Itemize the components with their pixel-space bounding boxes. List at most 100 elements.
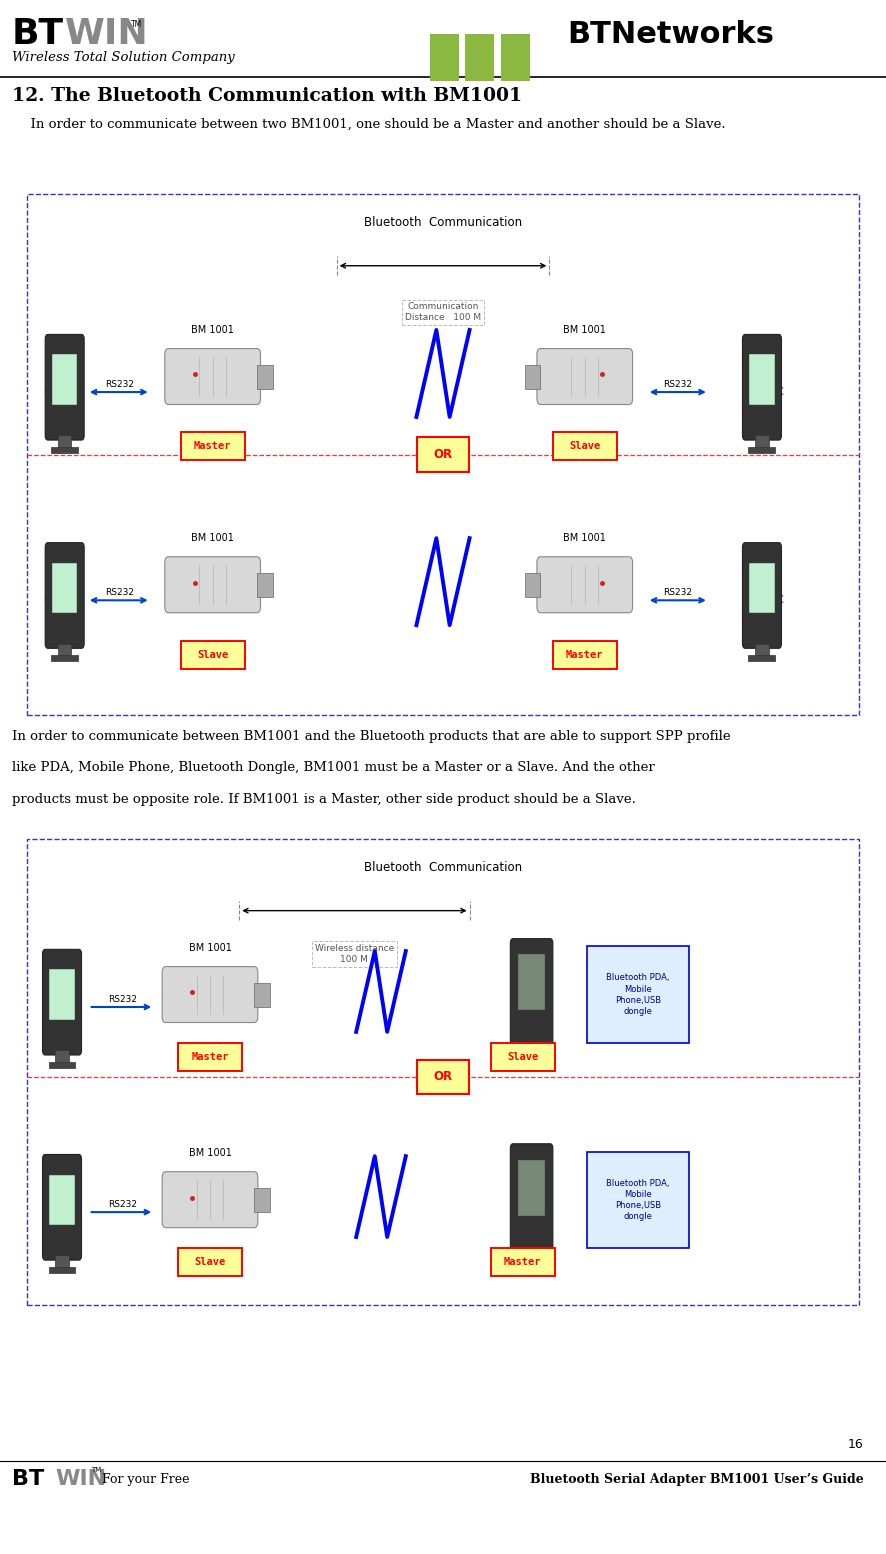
Text: PC: PC [771, 387, 783, 398]
Text: Slave: Slave [194, 1257, 226, 1267]
Bar [518, 954, 545, 1010]
Bar [430, 34, 459, 81]
Text: Bluetooth PDA,
Mobile
Phone,USB
dongle: Bluetooth PDA, Mobile Phone,USB dongle [606, 1178, 670, 1221]
Text: In order to communicate between BM1001 and the Bluetooth products that are able : In order to communicate between BM1001 a… [12, 730, 730, 743]
FancyBboxPatch shape [587, 1152, 689, 1248]
FancyBboxPatch shape [27, 839, 859, 1305]
Text: For your Free: For your Free [102, 1473, 190, 1486]
Bar [257, 365, 273, 388]
Text: Slave: Slave [197, 650, 229, 660]
Text: Master: Master [504, 1257, 541, 1267]
Bar [518, 1159, 545, 1215]
Text: Wireless Total Solution Company: Wireless Total Solution Company [12, 51, 234, 64]
Text: Bluetooth  Communication: Bluetooth Communication [364, 861, 522, 873]
Bar [501, 34, 530, 81]
Text: 16: 16 [848, 1439, 864, 1451]
Bar [52, 354, 77, 404]
Bar [49, 1061, 75, 1068]
Text: Communication
Distance   100 M: Communication Distance 100 M [405, 303, 481, 322]
FancyBboxPatch shape [742, 542, 781, 648]
Text: PC: PC [44, 595, 57, 606]
FancyBboxPatch shape [43, 949, 82, 1055]
FancyBboxPatch shape [43, 1155, 82, 1260]
Bar [257, 573, 273, 597]
Text: Master: Master [194, 441, 231, 452]
Text: BM 1001: BM 1001 [189, 1148, 231, 1158]
Text: Master: Master [191, 1052, 229, 1061]
Bar [755, 643, 769, 656]
Bar [465, 34, 494, 81]
Text: RS232: RS232 [108, 1200, 136, 1209]
FancyBboxPatch shape [537, 348, 633, 404]
FancyBboxPatch shape [165, 348, 260, 404]
Bar [50, 970, 74, 1019]
Text: WIN: WIN [55, 1470, 106, 1489]
Text: RS232: RS232 [105, 379, 134, 388]
FancyBboxPatch shape [27, 194, 859, 715]
FancyBboxPatch shape [178, 1248, 242, 1276]
Bar [750, 563, 774, 612]
FancyBboxPatch shape [162, 1172, 258, 1228]
Bar [51, 656, 78, 660]
Bar [749, 656, 775, 660]
Text: BM 1001: BM 1001 [189, 943, 231, 953]
Text: BT: BT [12, 17, 64, 51]
FancyBboxPatch shape [491, 1043, 555, 1071]
FancyBboxPatch shape [510, 1144, 553, 1265]
Text: PC: PC [44, 387, 57, 398]
Bar [49, 1267, 75, 1273]
Bar [749, 448, 775, 452]
Text: 12. The Bluetooth Communication with BM1001: 12. The Bluetooth Communication with BM1… [12, 87, 522, 106]
Text: PC: PC [41, 1207, 53, 1217]
Text: RS232: RS232 [105, 587, 134, 597]
Text: BM 1001: BM 1001 [191, 325, 234, 336]
FancyBboxPatch shape [553, 432, 617, 460]
FancyBboxPatch shape [417, 1060, 469, 1094]
Text: Bluetooth PDA,
Mobile
Phone,USB
dongle: Bluetooth PDA, Mobile Phone,USB dongle [606, 973, 670, 1016]
Text: RS232: RS232 [664, 587, 692, 597]
Text: BM 1001: BM 1001 [563, 533, 606, 544]
Text: RS232: RS232 [108, 995, 136, 1004]
FancyBboxPatch shape [45, 542, 84, 648]
Bar [750, 354, 774, 404]
Text: RS232: RS232 [664, 379, 692, 388]
Text: PC: PC [41, 1002, 53, 1012]
FancyBboxPatch shape [417, 438, 469, 472]
Bar [254, 982, 270, 1007]
Text: BM 1001: BM 1001 [563, 325, 606, 336]
Text: OR: OR [433, 448, 453, 462]
Bar [50, 1175, 74, 1225]
Bar [51, 448, 78, 452]
Text: OR: OR [433, 1071, 453, 1083]
Text: BM 1001: BM 1001 [191, 533, 234, 544]
Bar [58, 435, 72, 448]
Bar [55, 1256, 69, 1267]
Bar [52, 563, 77, 612]
FancyBboxPatch shape [45, 334, 84, 440]
Text: In order to communicate between two BM1001, one should be a Master and another s: In order to communicate between two BM10… [22, 118, 726, 131]
Text: Bluetooth  Communication: Bluetooth Communication [364, 216, 522, 228]
FancyBboxPatch shape [537, 556, 633, 612]
FancyBboxPatch shape [742, 334, 781, 440]
FancyBboxPatch shape [587, 946, 689, 1043]
FancyBboxPatch shape [162, 967, 258, 1023]
Text: TM: TM [91, 1467, 102, 1473]
Text: Master: Master [566, 650, 603, 660]
Bar [525, 365, 540, 388]
Bar [525, 573, 540, 597]
FancyBboxPatch shape [510, 939, 553, 1060]
FancyBboxPatch shape [181, 640, 245, 668]
Text: PC: PC [771, 595, 783, 606]
Text: like PDA, Mobile Phone, Bluetooth Dongle, BM1001 must be a Master or a Slave. An: like PDA, Mobile Phone, Bluetooth Dongle… [12, 761, 654, 774]
FancyBboxPatch shape [178, 1043, 242, 1071]
FancyBboxPatch shape [553, 640, 617, 668]
Bar [58, 643, 72, 656]
FancyBboxPatch shape [181, 432, 245, 460]
Text: BTNetworks: BTNetworks [567, 20, 774, 48]
Text: TM: TM [131, 20, 143, 30]
FancyBboxPatch shape [165, 556, 260, 612]
Text: Wireless distance
100 M: Wireless distance 100 M [315, 945, 394, 963]
Text: Slave: Slave [569, 441, 601, 452]
Bar [254, 1187, 270, 1212]
Text: BT: BT [12, 1470, 43, 1489]
